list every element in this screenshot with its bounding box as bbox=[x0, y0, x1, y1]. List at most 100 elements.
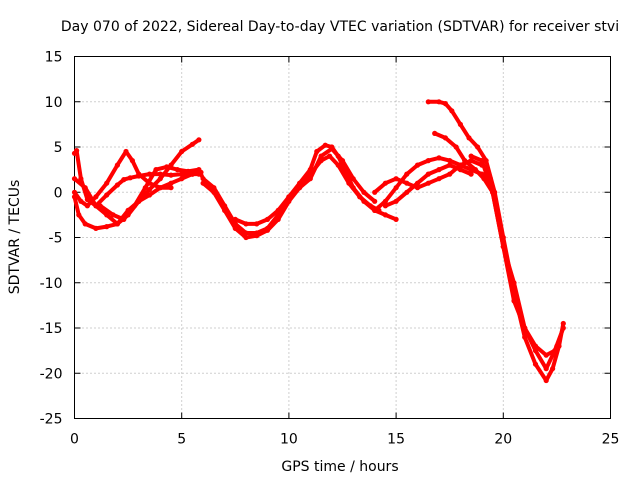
data-point bbox=[286, 194, 292, 200]
data-point bbox=[468, 153, 474, 159]
data-point bbox=[500, 244, 506, 250]
y-tick-label: -25 bbox=[40, 412, 63, 428]
data-point bbox=[84, 196, 90, 203]
data-point bbox=[414, 162, 421, 168]
data-point bbox=[372, 189, 378, 195]
data-point bbox=[264, 227, 271, 233]
data-point bbox=[185, 168, 191, 174]
data-point bbox=[146, 192, 153, 198]
data-point bbox=[414, 180, 421, 186]
data-point bbox=[153, 167, 159, 173]
data-point bbox=[442, 135, 448, 141]
data-point bbox=[457, 162, 463, 168]
data-point bbox=[71, 189, 78, 195]
data-point bbox=[114, 221, 120, 227]
data-point bbox=[339, 158, 346, 164]
data-point bbox=[404, 171, 410, 177]
data-point bbox=[522, 325, 528, 331]
data-point bbox=[466, 135, 472, 141]
data-point bbox=[350, 176, 356, 182]
data-point bbox=[532, 361, 539, 367]
data-point bbox=[361, 189, 367, 195]
data-point bbox=[168, 172, 174, 178]
data-point bbox=[211, 189, 217, 195]
data-point bbox=[382, 198, 388, 204]
data-point bbox=[449, 108, 455, 114]
data-point bbox=[179, 148, 185, 155]
data-point bbox=[129, 158, 135, 164]
data-point bbox=[453, 144, 459, 150]
x-tick-label: 5 bbox=[177, 432, 186, 448]
y-tick-label: 0 bbox=[54, 185, 63, 201]
data-point bbox=[560, 320, 566, 327]
data-series bbox=[71, 99, 566, 384]
data-point bbox=[146, 186, 153, 193]
data-point bbox=[468, 158, 474, 164]
axis-ticks: 0 5 10 15 20 25 -25 -20 -15 -10 -5 0 5 10 15 bbox=[40, 50, 620, 448]
data-point bbox=[472, 167, 478, 173]
data-point bbox=[243, 221, 249, 227]
data-point bbox=[442, 101, 448, 107]
data-point bbox=[543, 377, 549, 384]
data-point bbox=[382, 212, 388, 218]
y-axis-label: SDTVAR / TECUs bbox=[7, 180, 23, 295]
data-point bbox=[93, 203, 99, 209]
data-point bbox=[168, 180, 174, 186]
x-tick-label: 25 bbox=[602, 432, 620, 448]
data-point bbox=[254, 233, 260, 239]
data-point bbox=[110, 212, 116, 218]
data-point bbox=[275, 207, 281, 213]
data-point bbox=[232, 216, 238, 222]
data-point bbox=[264, 216, 271, 222]
data-point bbox=[329, 146, 335, 152]
x-tick-label: 0 bbox=[70, 432, 79, 448]
y-tick-label: 10 bbox=[45, 95, 63, 111]
chart-title: Day 070 of 2022, Sidereal Day-to-day VTE… bbox=[61, 19, 619, 35]
data-point bbox=[200, 176, 206, 182]
data-point bbox=[543, 366, 549, 372]
data-point bbox=[114, 162, 120, 168]
data-point bbox=[511, 280, 517, 286]
data-point bbox=[382, 180, 388, 186]
y-tick-label: -5 bbox=[49, 231, 63, 247]
data-point bbox=[432, 130, 438, 136]
y-tick-label: -20 bbox=[40, 366, 63, 382]
data-point bbox=[254, 221, 260, 227]
data-point bbox=[457, 167, 463, 173]
data-point bbox=[127, 175, 133, 181]
data-point bbox=[93, 194, 99, 200]
data-point bbox=[357, 194, 363, 200]
data-point bbox=[275, 216, 281, 222]
data-point bbox=[425, 99, 431, 105]
data-point bbox=[307, 176, 313, 182]
data-point bbox=[436, 167, 442, 173]
data-point bbox=[121, 177, 127, 183]
data-point bbox=[462, 158, 468, 164]
data-point bbox=[142, 185, 148, 191]
data-point bbox=[479, 158, 485, 164]
data-point bbox=[404, 180, 410, 186]
data-point bbox=[74, 148, 80, 154]
data-point bbox=[560, 325, 566, 331]
data-point bbox=[335, 162, 341, 168]
data-point bbox=[468, 171, 474, 177]
data-point bbox=[447, 171, 453, 177]
data-point bbox=[393, 176, 399, 182]
data-point bbox=[382, 203, 388, 209]
data-point bbox=[114, 182, 120, 188]
x-tick-label: 10 bbox=[280, 432, 298, 448]
data-point bbox=[232, 225, 238, 231]
y-tick-label: -15 bbox=[40, 321, 63, 337]
data-point bbox=[550, 366, 556, 372]
data-point bbox=[447, 162, 453, 168]
data-point bbox=[372, 207, 378, 213]
data-point bbox=[82, 221, 88, 227]
data-point bbox=[393, 216, 399, 222]
data-point bbox=[372, 198, 378, 204]
x-axis-label: GPS time / hours bbox=[281, 459, 398, 475]
data-point bbox=[104, 180, 110, 186]
x-tick-label: 15 bbox=[387, 432, 405, 448]
data-point bbox=[97, 203, 103, 209]
data-point bbox=[200, 180, 206, 186]
